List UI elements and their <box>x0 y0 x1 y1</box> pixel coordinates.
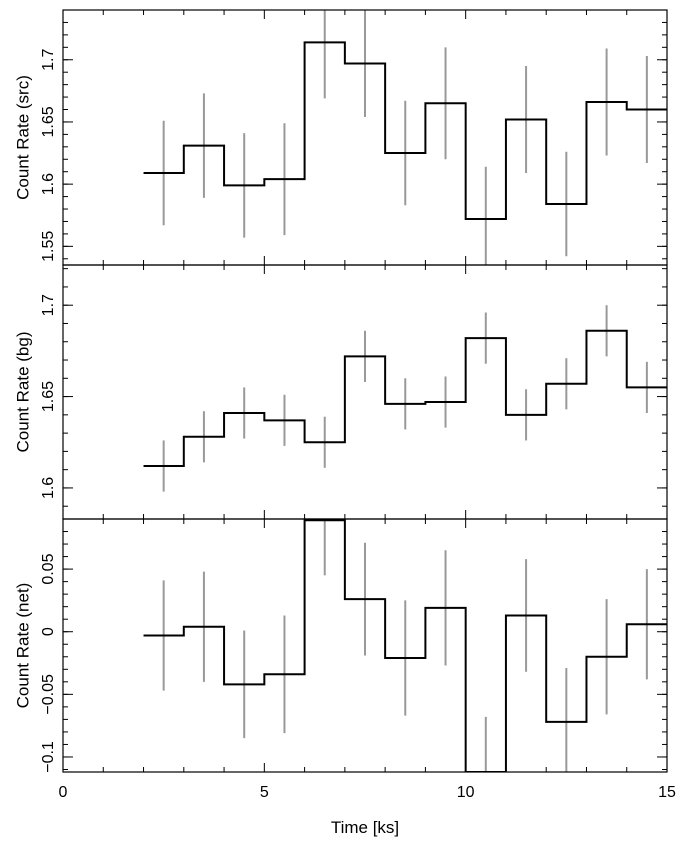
x-tick-label: 15 <box>658 784 676 801</box>
y-axis-label: Count Rate (net) <box>13 583 32 709</box>
x-tick-label: 5 <box>260 784 269 801</box>
panel-frame <box>62 264 668 520</box>
y-tick-label: 1.7 <box>40 294 57 316</box>
y-axis-label: Count Rate (bg) <box>13 332 32 453</box>
y-tick-label: 1.6 <box>40 173 57 195</box>
x-axis: 0 5 10 15 Time [ks] <box>59 784 676 837</box>
x-tick-label: 0 <box>59 784 68 801</box>
panel-1: 1.6 1.65 1.7 Count Rate (bg) <box>13 264 668 520</box>
error-bars-1 <box>162 305 648 492</box>
y-axis-label: Count Rate (src) <box>13 75 32 200</box>
panel-2: −0.1 −0.05 0 0.05 Count Rate (net) <box>13 518 668 773</box>
y-tick-label: 0.05 <box>40 553 57 584</box>
step-line-2 <box>143 519 667 772</box>
y-tick-label: 1.6 <box>40 477 57 499</box>
step-line-0 <box>143 41 667 220</box>
error-bars-2 <box>162 519 648 772</box>
y-tick-label: 1.65 <box>40 106 57 137</box>
y-tick-label: 0 <box>40 627 57 636</box>
y-tick-label: −0.05 <box>40 674 57 715</box>
step-line-1 <box>143 329 667 468</box>
y-tick-label: −0.1 <box>40 741 57 773</box>
y-tick-label: 1.65 <box>40 381 57 412</box>
x-tick-label: 10 <box>457 784 475 801</box>
y-tick-label: 1.55 <box>40 231 57 262</box>
y-tick-label: 1.7 <box>40 49 57 71</box>
panel-frame <box>62 518 668 773</box>
panel-0: 1.55 1.6 1.65 1.7 Count Rate (src) <box>13 9 668 266</box>
error-bars-0 <box>162 10 648 265</box>
x-axis-label: Time [ks] <box>331 818 399 837</box>
